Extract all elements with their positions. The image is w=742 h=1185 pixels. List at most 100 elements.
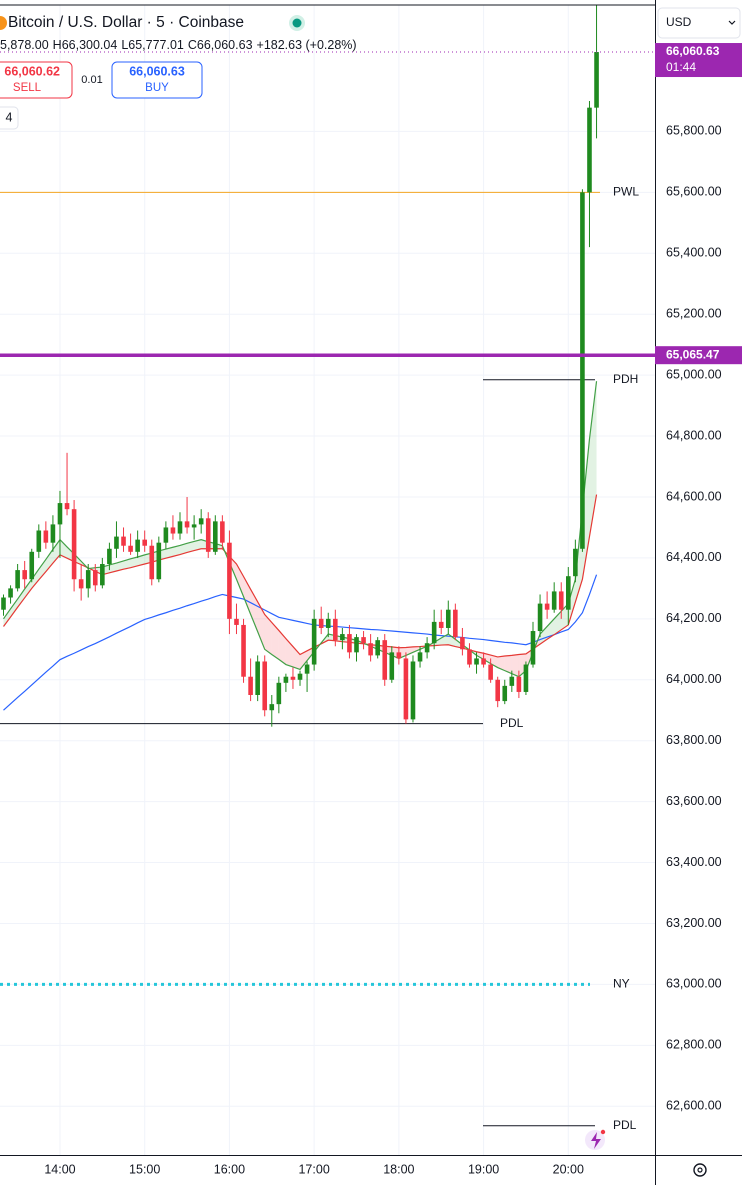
- candle-body: [537, 603, 543, 632]
- ema-fill: [504, 655, 512, 674]
- x-tick-label: 17:00: [298, 1162, 329, 1176]
- ema-fill: [194, 539, 202, 551]
- y-tick-label: 65,200.00: [666, 307, 722, 321]
- y-tick-label: 63,200.00: [666, 916, 722, 930]
- candle-body: [283, 676, 289, 683]
- candle-body: [43, 530, 49, 543]
- y-tick-label: 64,600.00: [666, 489, 722, 503]
- candle-body: [36, 530, 42, 552]
- candle-body: [417, 652, 423, 662]
- y-tick-label: 64,800.00: [666, 428, 722, 442]
- candle-body: [304, 664, 310, 674]
- candle-body: [445, 609, 451, 628]
- candle-body: [269, 704, 275, 711]
- candle-body: [114, 536, 119, 549]
- y-tick-label: 64,200.00: [666, 611, 722, 625]
- y-tick-label: 63,000.00: [666, 977, 722, 991]
- candle-body: [290, 676, 296, 680]
- ema-fill: [292, 646, 301, 670]
- buy-button[interactable]: [111, 61, 203, 99]
- currency-label: USD: [666, 15, 692, 29]
- y-tick-label: 62,800.00: [666, 1038, 722, 1052]
- candle-body: [403, 658, 409, 720]
- candle-body: [495, 679, 500, 702]
- buy-label: BUY: [145, 82, 169, 94]
- indicator-toggle[interactable]: [0, 106, 19, 130]
- candle-body: [170, 527, 176, 534]
- level-label: PWL: [613, 185, 639, 199]
- ohlc-value: 5,878.00: [0, 38, 49, 52]
- ohlc-legend: 5,878.00 H66,300.04 L65,777.01 C66,060.63 +1…: [0, 38, 357, 52]
- candle-body: [325, 618, 331, 628]
- level-label: PDL: [613, 1118, 637, 1132]
- sell-label: SELL: [13, 82, 42, 94]
- currency-chevron: [728, 20, 736, 25]
- currency-select[interactable]: [657, 7, 741, 39]
- y-tick-label: 64,400.00: [666, 550, 722, 564]
- candle-body: [205, 518, 211, 552]
- candle-body: [71, 509, 77, 580]
- level-label: NY: [613, 977, 630, 991]
- candle-body: [198, 518, 204, 525]
- candle-body: [424, 643, 430, 653]
- ema-fill: [483, 653, 491, 664]
- ema-fill: [405, 646, 413, 656]
- ema-fill: [540, 626, 548, 645]
- ema-fill: [434, 638, 442, 646]
- settings-button[interactable]: [693, 1163, 707, 1177]
- candle-body: [255, 661, 260, 695]
- ema-fill: [3, 608, 11, 627]
- candle-body: [227, 542, 232, 619]
- candle-body: [156, 542, 162, 580]
- candle-body: [488, 664, 493, 680]
- settings-icon-center: [697, 1167, 703, 1173]
- candle-body: [262, 661, 268, 711]
- candle-body: [92, 570, 98, 586]
- candle-body: [128, 545, 133, 552]
- ohlc-value: 66,060.63: [197, 38, 253, 52]
- candle-body: [375, 640, 380, 656]
- ema-fill: [130, 557, 138, 568]
- candle-body: [248, 676, 253, 695]
- candle-body: [15, 570, 20, 589]
- indicator-count: 4: [6, 110, 13, 124]
- level-label: PDL: [500, 716, 524, 730]
- ema-fill: [10, 599, 18, 618]
- ohlc-key: C: [188, 38, 197, 52]
- x-tick-label: 18:00: [383, 1162, 414, 1176]
- sell-button[interactable]: [0, 61, 73, 99]
- ema-fill: [165, 547, 173, 559]
- ema-fill: [511, 654, 519, 677]
- level-label: PDH: [613, 372, 638, 386]
- ema-fill: [441, 634, 449, 646]
- candle-body: [460, 637, 465, 650]
- candle-body: [502, 685, 508, 702]
- x-tick-label: 20:00: [553, 1162, 584, 1176]
- ohlc-change: +182.63 (+0.28%): [257, 38, 357, 52]
- ema-fill: [497, 656, 505, 671]
- y-tick-label: 62,600.00: [666, 1099, 722, 1113]
- candle-body: [347, 634, 352, 653]
- candle-body: [149, 545, 155, 580]
- candle-body: [453, 609, 458, 638]
- ohlc-key: H: [53, 38, 62, 52]
- ohlc-value: 65,777.01: [128, 38, 184, 52]
- marker-tag: [655, 346, 742, 365]
- candle-body: [8, 588, 13, 598]
- candle-body: [121, 536, 126, 546]
- ema-fill: [264, 614, 272, 655]
- candle-body: [142, 539, 147, 546]
- candle-body: [566, 576, 571, 610]
- candle-body: [573, 548, 578, 577]
- candle-body: [220, 521, 225, 543]
- candle-body: [410, 661, 416, 720]
- ema-fill: [137, 554, 145, 566]
- ohlc-value: 66,300.04: [62, 38, 118, 52]
- ema-fill: [448, 634, 456, 647]
- candle-body: [177, 521, 183, 534]
- candle-body: [107, 548, 112, 565]
- assistant-badge: [600, 1129, 606, 1135]
- market-status-dot: [292, 18, 302, 28]
- sell-price: 66,060.62: [4, 64, 60, 78]
